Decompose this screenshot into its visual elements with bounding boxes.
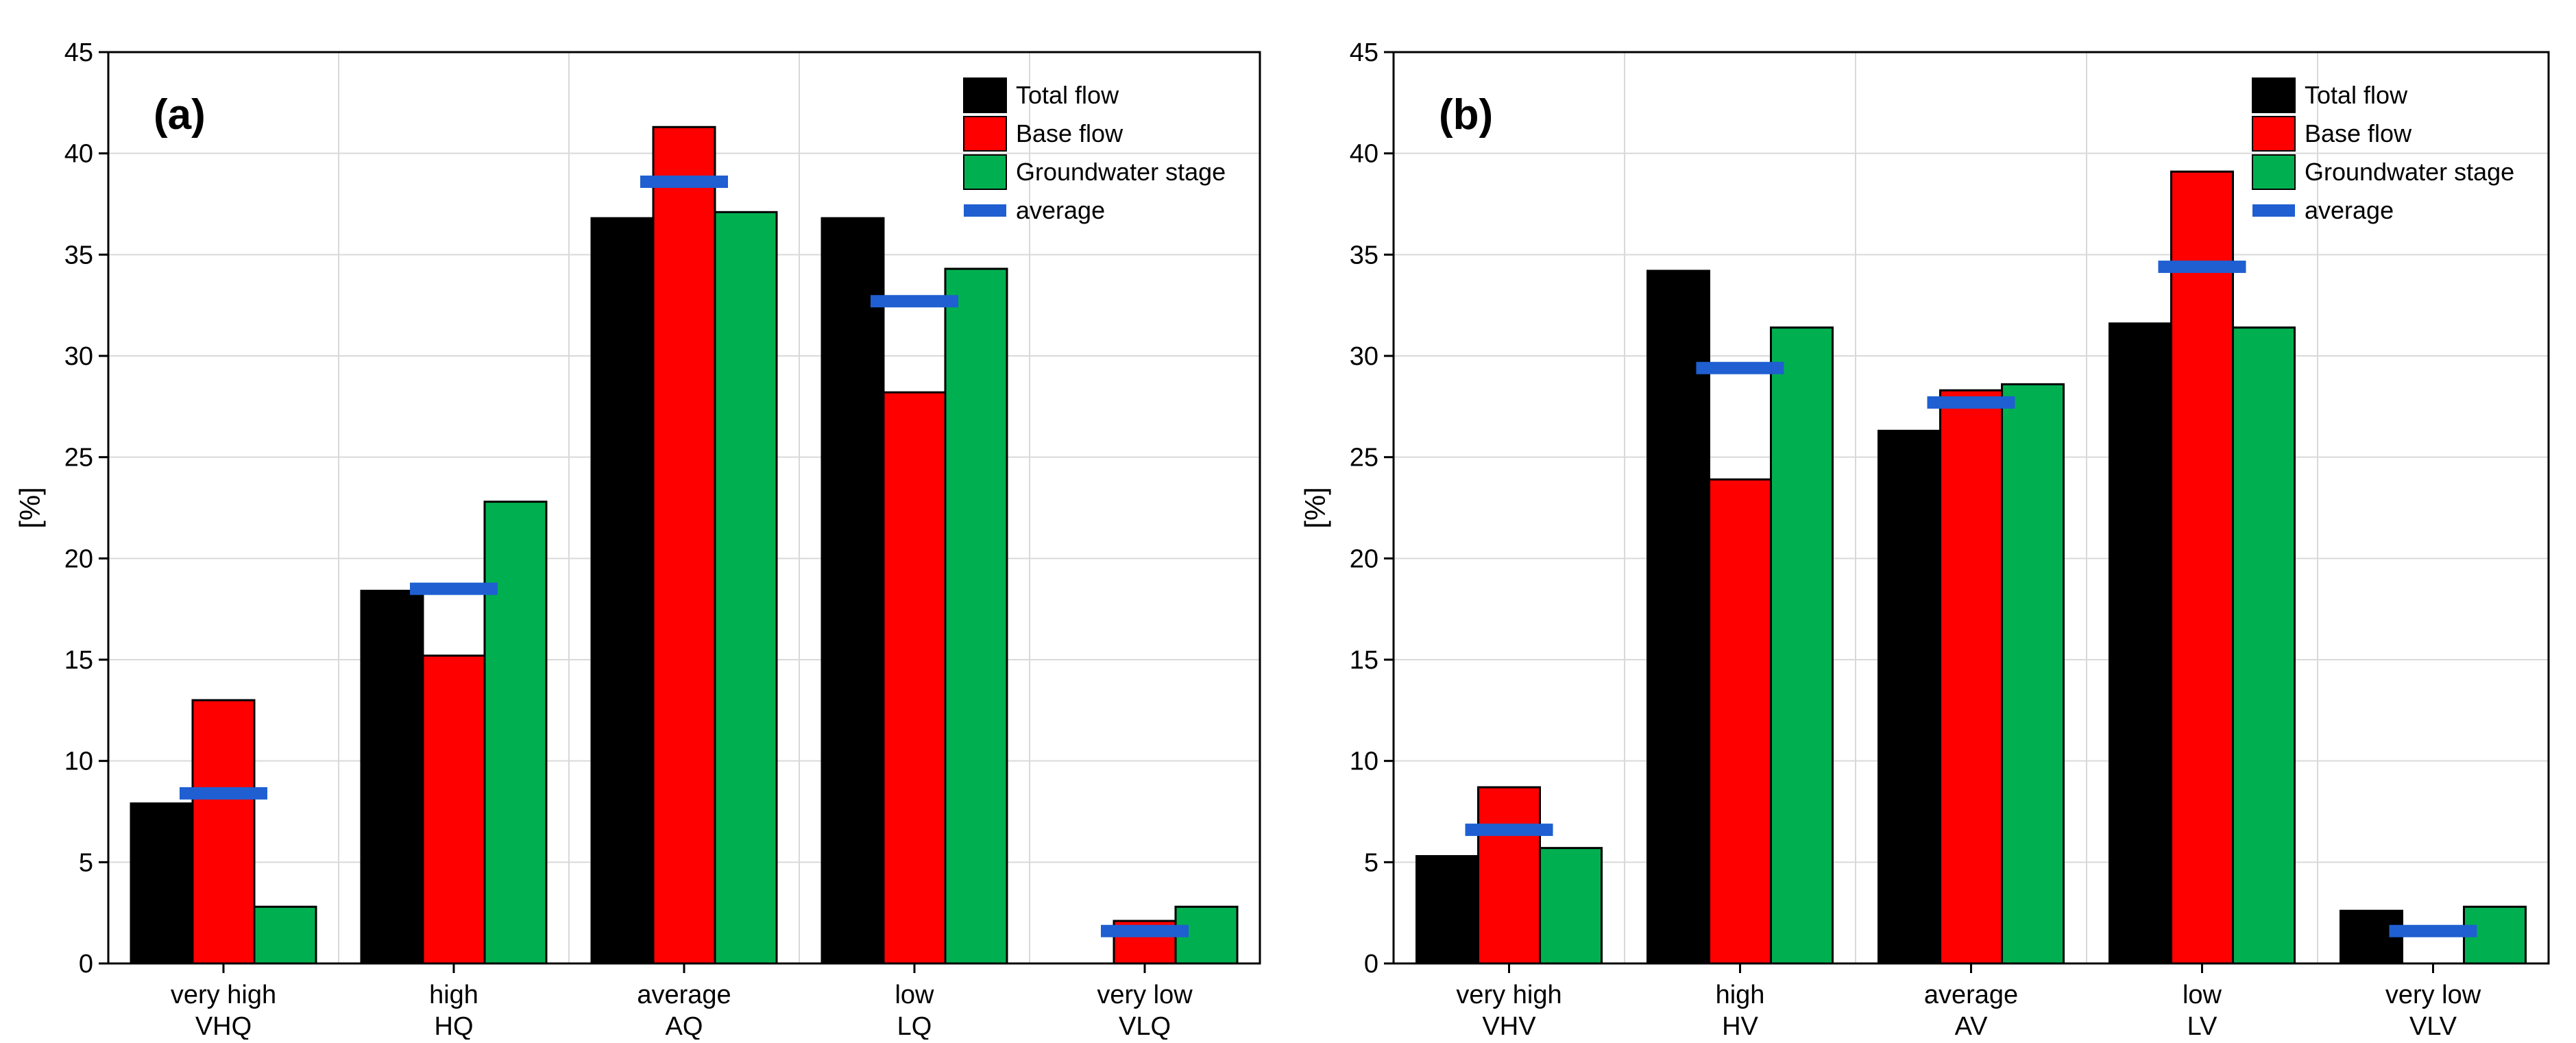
y-tick-label: 0: [79, 950, 93, 979]
legend-swatch: [964, 204, 1006, 217]
y-tick-label: 40: [64, 140, 93, 169]
y-tick-label: 45: [1350, 38, 1378, 67]
y-tick-label: 15: [1350, 646, 1378, 675]
legend-swatch: [2252, 204, 2295, 217]
y-tick-label: 10: [1350, 747, 1378, 776]
x-tick-label: very high: [171, 981, 276, 1009]
bar-groundwater-stage: [253, 905, 317, 965]
average-marker: [180, 787, 267, 800]
panel-label: (b): [1439, 91, 1493, 139]
x-tick-label: low: [895, 981, 934, 1009]
y-tick-label: 5: [1364, 848, 1378, 877]
x-tick-label: LQ: [897, 1012, 932, 1040]
x-tick-label: VHQ: [195, 1012, 252, 1040]
x-tick-label: HQ: [435, 1012, 474, 1040]
y-tick-label: 35: [1350, 241, 1378, 269]
chart-panel-a: 0 5 10 15 20 25 30 35 40 45 very high VHQ high HQ aver…: [14, 38, 1261, 1041]
y-tick-label: 30: [64, 342, 93, 371]
bar-groundwater-stage: [1770, 326, 1834, 965]
y-tick-label: 25: [1350, 444, 1378, 472]
x-tick-label: very high: [1456, 981, 1562, 1009]
x-tick-label: LV: [2187, 1012, 2217, 1040]
average-marker: [1465, 824, 1553, 837]
average-marker: [871, 295, 958, 308]
legend-swatch: [2252, 154, 2296, 190]
average-marker: [2389, 924, 2477, 937]
x-tick-label: AQ: [666, 1012, 703, 1040]
bar-total-flow: [2109, 322, 2172, 965]
y-tick-label: 25: [64, 444, 93, 472]
legend-label: Groundwater stage: [2305, 158, 2514, 186]
x-tick-label: VLV: [2409, 1012, 2457, 1040]
bar-total-flow: [821, 217, 885, 965]
chart-panel-b: 0 5 10 15 20 25 30 35 40 45 very high VHV high HV aver…: [1299, 38, 2550, 1041]
y-tick-label: 30: [1350, 342, 1378, 371]
bar-base-flow: [422, 654, 486, 965]
x-tick-label: very low: [2385, 981, 2481, 1009]
legend-swatch: [2252, 77, 2296, 113]
average-marker: [640, 176, 728, 189]
average-marker: [1927, 396, 2015, 409]
legend-swatch: [963, 154, 1007, 190]
y-tick-label: 5: [79, 848, 93, 877]
bar-total-flow: [130, 802, 194, 965]
legend-label: Groundwater stage: [1016, 158, 1226, 186]
legend-swatch: [963, 77, 1007, 113]
average-marker: [1101, 924, 1189, 937]
legend-swatch: [963, 116, 1007, 152]
bar-total-flow: [1878, 429, 1941, 965]
x-tick-label: VHV: [1482, 1012, 1536, 1040]
x-tick-label: low: [2183, 981, 2222, 1009]
bar-total-flow: [1415, 854, 1479, 965]
bar-total-flow: [590, 217, 655, 965]
legend-swatch: [2252, 116, 2296, 152]
bar-groundwater-stage: [2232, 326, 2296, 965]
legend-label: Base flow: [2305, 119, 2412, 147]
x-tick-label: high: [1716, 981, 1765, 1009]
bar-groundwater-stage: [944, 267, 1008, 965]
bar-groundwater-stage: [1539, 847, 1603, 965]
y-tick-label: 45: [64, 38, 93, 67]
legend-label: Total flow: [2305, 81, 2408, 109]
average-marker: [410, 582, 498, 595]
bar-total-flow: [360, 590, 424, 965]
legend-label: Total flow: [1016, 81, 1119, 109]
bar-groundwater-stage: [483, 501, 548, 965]
legend-label: average: [2305, 196, 2394, 224]
y-tick-label: 15: [64, 646, 93, 675]
y-tick-label: 35: [64, 241, 93, 269]
bar-base-flow: [652, 125, 716, 965]
bar-groundwater-stage: [714, 211, 778, 965]
legend-label: Base flow: [1016, 119, 1123, 147]
y-axis-label: [%]: [1299, 487, 1331, 529]
x-tick-label: very low: [1097, 981, 1193, 1009]
y-tick-label: 20: [64, 544, 93, 573]
x-tick-label: average: [637, 981, 731, 1009]
panel-label: (a): [154, 91, 206, 139]
x-tick-label: HV: [1722, 1012, 1758, 1040]
bar-base-flow: [1477, 786, 1541, 965]
x-tick-label: VLQ: [1119, 1012, 1171, 1040]
average-marker: [2158, 261, 2246, 274]
x-tick-label: AV: [1955, 1012, 1989, 1040]
x-tick-label: high: [429, 981, 478, 1009]
y-axis-label: [%]: [14, 487, 46, 529]
legend-label: average: [1016, 196, 1105, 224]
y-tick-label: 0: [1364, 950, 1378, 979]
bar-base-flow: [2170, 170, 2234, 965]
average-marker: [1696, 361, 1784, 374]
bar-base-flow: [882, 391, 947, 965]
bar-base-flow: [1708, 478, 1772, 965]
y-tick-label: 20: [1350, 544, 1378, 573]
y-tick-label: 40: [1350, 140, 1378, 169]
bar-base-flow: [191, 699, 256, 965]
bar-groundwater-stage: [2001, 383, 2065, 965]
bar-base-flow: [1939, 389, 2003, 965]
y-tick-label: 10: [64, 747, 93, 776]
x-tick-label: average: [1924, 981, 2018, 1009]
bar-total-flow: [1647, 269, 1710, 965]
